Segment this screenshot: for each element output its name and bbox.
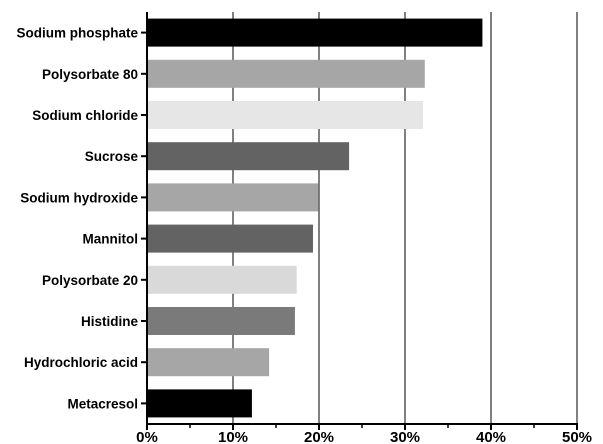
category-label: Histidine <box>81 314 138 329</box>
category-label: Metacresol <box>67 396 138 411</box>
bar-polysorbate-80 <box>147 59 425 88</box>
x-tick-label: 20% <box>304 429 334 444</box>
bar-mannitol <box>147 224 313 253</box>
x-tick-label: 40% <box>476 429 506 444</box>
bar-histidine <box>147 306 295 336</box>
bar-sodium-chloride <box>147 100 424 130</box>
bar-polysorbate-20 <box>147 265 297 294</box>
category-label: Polysorbate 20 <box>42 273 138 288</box>
category-label: Polysorbate 80 <box>42 67 138 82</box>
x-tick-label: 10% <box>218 429 248 444</box>
category-label: Sodium chloride <box>32 108 138 123</box>
bar-sucrose <box>147 142 350 171</box>
category-label: Hydrochloric acid <box>24 355 138 370</box>
category-labels: Sodium phosphate Polysorbate 80 Sodium chl… <box>17 26 139 412</box>
category-label: Mannitol <box>83 232 139 247</box>
x-tick-labels: 0% 10% 20% 30% 40% 50% <box>136 429 592 444</box>
bar-metacresol <box>147 389 252 418</box>
bar-sodium-hydroxide <box>147 183 319 212</box>
category-label: Sucrose <box>85 149 139 164</box>
x-tick-label: 0% <box>136 429 158 444</box>
x-tick-label: 30% <box>390 429 420 444</box>
x-tick-label: 50% <box>562 429 592 444</box>
axes <box>141 12 578 430</box>
bar-sodium-phosphate <box>147 18 483 47</box>
bars <box>147 18 483 418</box>
bar-hydrochloric-acid <box>147 348 270 377</box>
category-label: Sodium hydroxide <box>20 190 138 205</box>
category-label: Sodium phosphate <box>17 26 139 41</box>
